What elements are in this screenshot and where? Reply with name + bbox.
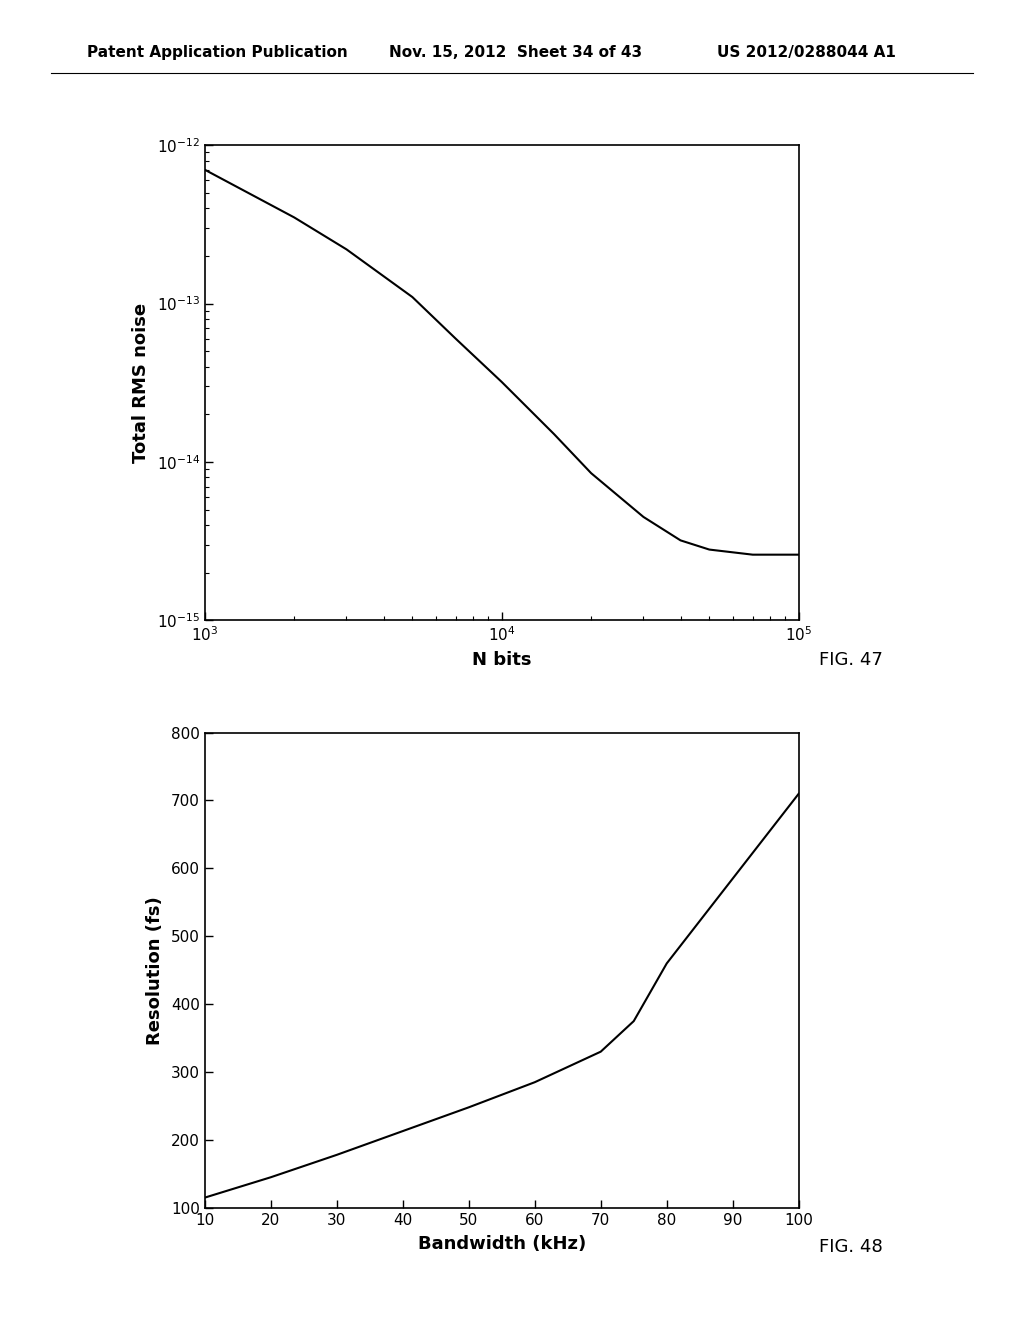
Text: US 2012/0288044 A1: US 2012/0288044 A1	[717, 45, 896, 61]
Text: FIG. 48: FIG. 48	[819, 1238, 883, 1257]
Y-axis label: Total RMS noise: Total RMS noise	[132, 302, 150, 463]
Text: FIG. 47: FIG. 47	[819, 651, 883, 669]
X-axis label: N bits: N bits	[472, 651, 531, 669]
Text: Nov. 15, 2012  Sheet 34 of 43: Nov. 15, 2012 Sheet 34 of 43	[389, 45, 642, 61]
Y-axis label: Resolution (fs): Resolution (fs)	[146, 896, 164, 1044]
X-axis label: Bandwidth (kHz): Bandwidth (kHz)	[418, 1234, 586, 1253]
Text: Patent Application Publication: Patent Application Publication	[87, 45, 348, 61]
